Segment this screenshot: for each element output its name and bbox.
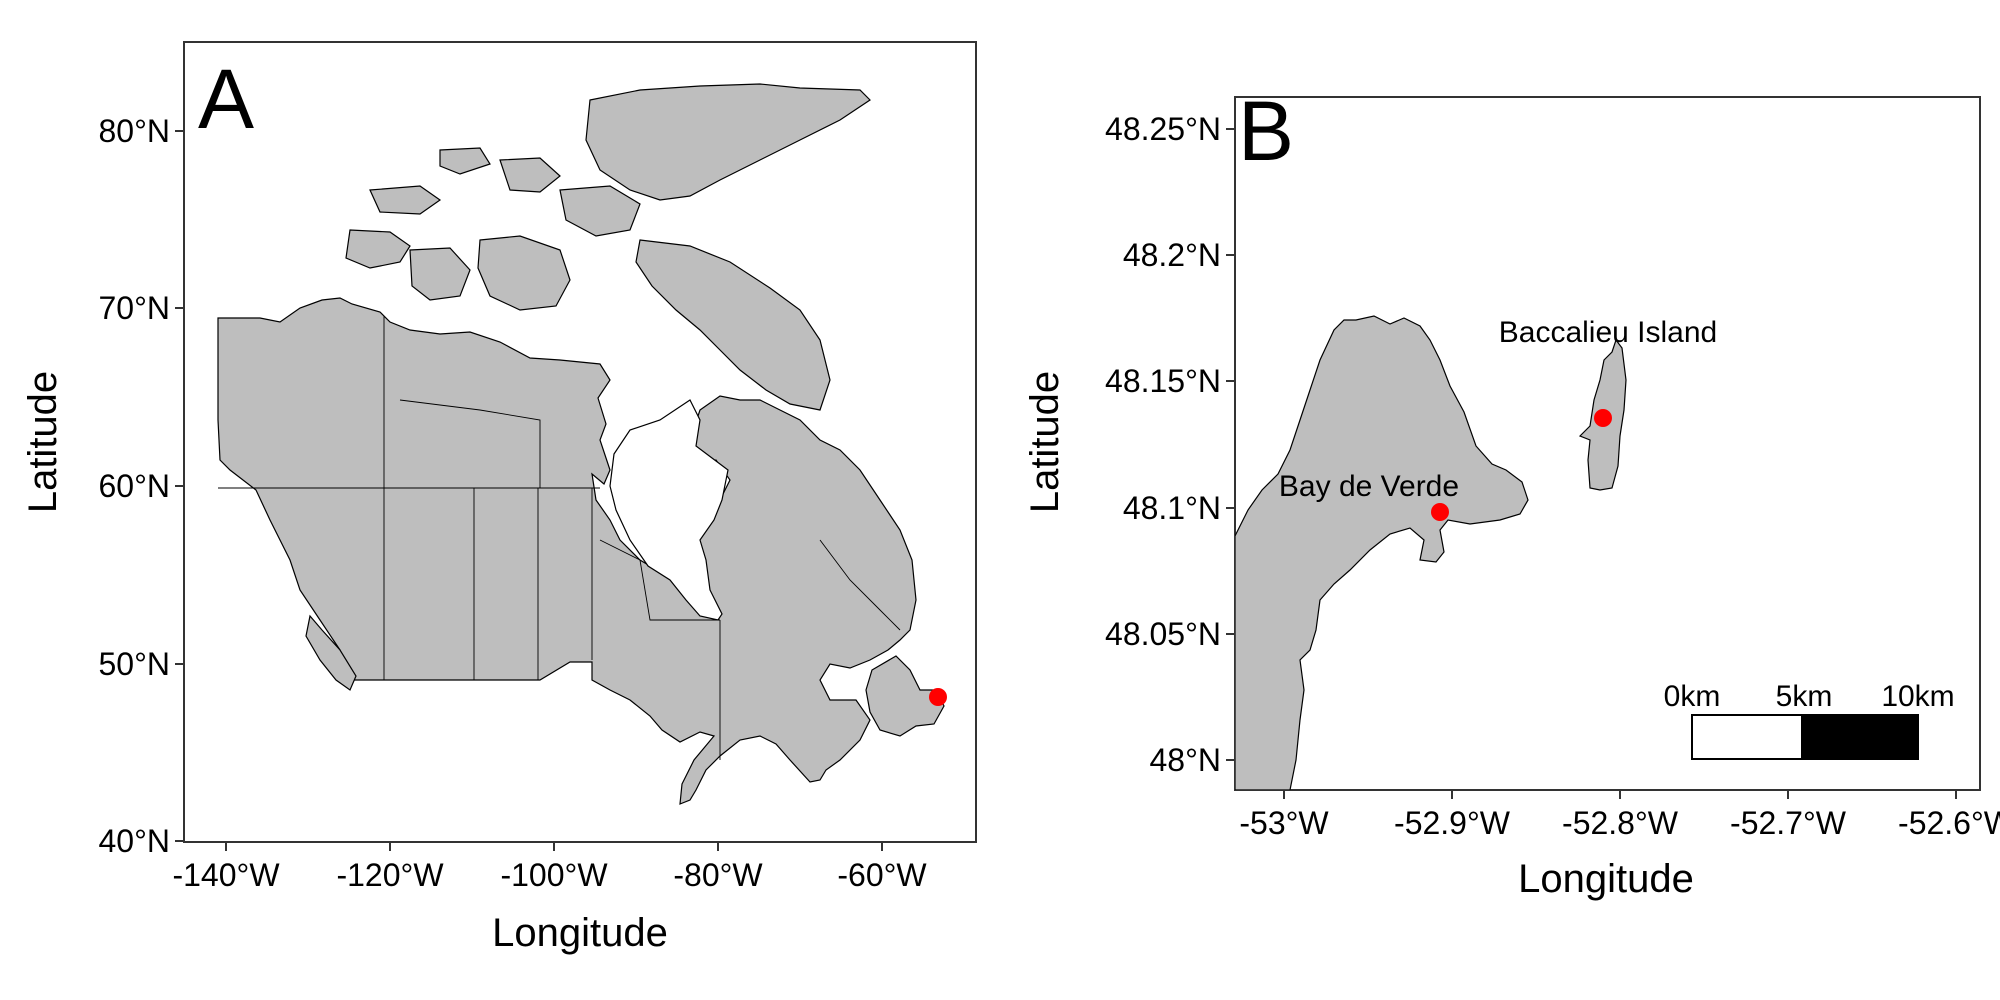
ellesmere-island [585,83,871,201]
panel-b-xlabel: Longitude [1518,857,1694,901]
panel-b-y-tick-label: 48°N [1150,742,1222,778]
panel-a-ticks: -140°W -120°W -100°W -80°W -60°W 40°N 50°N 60°N… [99,113,928,893]
canada-mainland [217,297,917,805]
panel-a-letter: A [198,52,254,146]
panel-b-x-tick-label: -52.7°W [1730,805,1847,841]
panel-b-x-tick-label: -53°W [1239,805,1329,841]
panel-a-x-tick-label: -80°W [673,857,763,893]
panel-b-letter: B [1238,84,1294,178]
place-label-bay-de-verde: Bay de Verde [1279,470,1459,503]
arctic-island-6 [369,185,442,215]
site-point-bay-de-verde [1431,503,1449,521]
panel-b-x-tick-label: -52.8°W [1562,805,1679,841]
scale-label-0: 0km [1664,680,1721,713]
panel-a-ylabel: Latitude [21,371,65,513]
scale-bar: 0km 5km 10km [1664,680,1955,760]
panel-a: -140°W -120°W -100°W -80°W -60°W 40°N 50°N 60°N… [21,41,977,955]
panel-a-y-tick-label: 60°N [99,468,171,504]
panel-a-x-tick-label: -140°W [172,857,280,893]
panel-b-y-tick-label: 48.2°N [1123,237,1221,273]
scale-label-10: 10km [1881,680,1954,713]
panel-b-y-tick-label: 48.15°N [1105,363,1221,399]
panel-a-x-tick-label: -120°W [336,857,444,893]
panel-b-x-tick-label: -52.9°W [1394,805,1511,841]
panel-a-y-tick-label: 40°N [99,823,171,859]
arctic-island-7 [439,147,491,175]
bay-de-verde-peninsula [1235,315,1529,790]
panel-b-y-tick-label: 48.1°N [1123,490,1221,526]
scale-label-5: 5km [1776,680,1833,713]
site-point-a [929,688,947,706]
panel-a-x-tick-label: -60°W [837,857,927,893]
panel-a-y-tick-label: 50°N [99,646,171,682]
arctic-island-3 [477,235,571,311]
scale-bar-black [1801,714,1919,760]
arctic-island-2 [409,247,471,301]
scale-bar-white [1691,714,1803,760]
panel-a-x-tick-label: -100°W [500,857,608,893]
province-borders [218,316,901,760]
panel-b-ylabel: Latitude [1023,371,1067,513]
panel-b-y-tick-label: 48.05°N [1105,616,1221,652]
panel-b-ticks: -53°W -52.9°W -52.8°W -52.7°W -52.6°W 48°N 48.… [1105,111,2000,841]
hudson-bay [609,399,729,621]
panel-b-y-tick-label: 48.25°N [1105,111,1221,147]
place-label-baccalieu: Baccalieu Island [1499,316,1717,349]
baffin-island [635,239,831,411]
arctic-island-4 [559,185,641,237]
panel-a-y-tick-label: 70°N [99,290,171,326]
site-point-baccalieu [1594,409,1612,427]
panel-b: Baccalieu Island Bay de Verde 0km 5km 10… [1023,84,2000,901]
panel-a-xlabel: Longitude [492,911,668,955]
newfoundland [865,655,945,737]
canada-land [217,83,945,805]
panel-a-y-tick-label: 80°N [99,113,171,149]
arctic-island-1 [345,229,411,269]
arctic-island-5 [499,157,561,193]
vancouver-island [305,614,357,691]
panel-b-x-tick-label: -52.6°W [1898,805,2000,841]
